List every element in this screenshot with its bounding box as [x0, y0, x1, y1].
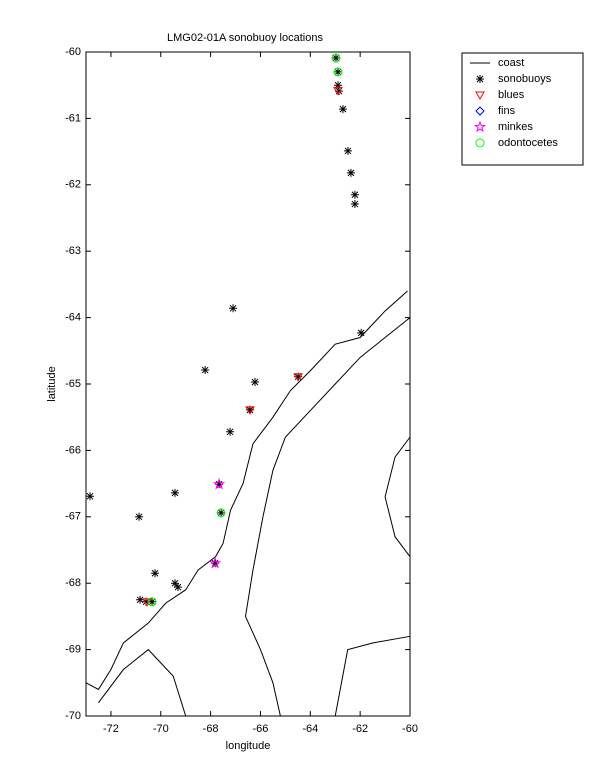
minke-marker	[473, 120, 487, 133]
y-tick-label: -61	[65, 112, 81, 124]
minke-marker	[208, 556, 222, 569]
sonobuoy-marker	[226, 427, 235, 436]
sonobuoy-marker	[170, 488, 179, 497]
odontocete-marker	[333, 67, 343, 77]
y-axis-label: latitude	[46, 366, 58, 401]
sonobuoy-marker	[135, 512, 144, 521]
blue-marker	[245, 406, 255, 415]
sonobuoy-marker	[250, 378, 259, 387]
sonobuoy-marker	[350, 200, 359, 209]
blue-marker	[475, 91, 485, 101]
odontocete-marker	[216, 508, 226, 518]
odontocete-marker	[331, 53, 341, 63]
x-tick-label: -72	[103, 723, 119, 735]
y-tick-label: -64	[65, 312, 81, 324]
y-tick-label: -67	[65, 511, 81, 523]
x-axis-label: longitude	[226, 740, 271, 752]
x-tick-label: -64	[302, 723, 318, 735]
minke-marker	[212, 477, 226, 490]
y-tick-label: -69	[65, 644, 81, 656]
legend-label: odontocetes	[498, 137, 558, 149]
sonobuoy-marker	[343, 146, 352, 155]
sonobuoy-marker	[245, 405, 254, 414]
odontocete-marker	[475, 138, 485, 148]
sonobuoy-marker	[217, 508, 226, 517]
plot-frame	[85, 51, 411, 717]
sonobuoy-marker	[334, 87, 343, 96]
y-tick-label: -60	[65, 46, 81, 58]
y-tick-label: -70	[65, 710, 81, 722]
blue-marker	[333, 87, 343, 96]
y-tick-label: -66	[65, 444, 81, 456]
sonobuoy-marker	[148, 597, 157, 606]
sonobuoy-marker	[229, 304, 238, 313]
x-tick-label: -66	[253, 723, 269, 735]
sonobuoy-marker	[331, 53, 340, 62]
legend-label: blues	[498, 89, 525, 101]
sonobuoy-marker	[151, 569, 160, 578]
blue-marker	[142, 598, 152, 607]
legend-label: fins	[498, 105, 516, 117]
y-tick-label: -68	[65, 577, 81, 589]
y-tick-label: -65	[65, 378, 81, 390]
x-tick-label: -70	[153, 723, 169, 735]
sonobuoy-marker	[211, 559, 220, 568]
sonobuoy-marker	[201, 366, 210, 375]
y-tick-label: -62	[65, 179, 81, 191]
legend-label: coast	[498, 57, 524, 69]
sonobuoy-marker	[294, 372, 303, 381]
y-tick-label: -63	[65, 245, 81, 257]
coast-line	[244, 317, 411, 717]
sonobuoy-marker	[338, 105, 347, 114]
legend-label: minkes	[498, 121, 533, 133]
legend-label: sonobuoys	[498, 73, 552, 85]
sonobuoy-marker	[136, 595, 145, 604]
sonobuoy-marker	[350, 190, 359, 199]
coast-line	[384, 436, 411, 557]
coast-line	[98, 648, 187, 717]
x-tick-label: -62	[352, 723, 368, 735]
sonobuoy-marker	[333, 81, 342, 90]
sonobuoy-marker	[346, 168, 355, 177]
coast-line	[334, 635, 411, 717]
sonobuoy-marker	[476, 75, 484, 83]
sonobuoy-marker	[333, 67, 342, 76]
sonobuoy-marker	[170, 579, 179, 588]
x-tick-label: -68	[203, 723, 219, 735]
coast-line	[85, 290, 408, 691]
sonobuoy-marker	[85, 492, 94, 501]
blue-marker	[293, 373, 303, 382]
x-tick-label: -60	[402, 723, 418, 735]
sonobuoy-marker	[142, 597, 151, 606]
chart-title: LMG02-01A sonobuoy locations	[167, 32, 323, 44]
odontocete-marker	[147, 597, 157, 607]
sonobuoy-marker	[215, 480, 224, 489]
fin-marker	[475, 106, 485, 116]
sonobuoy-marker	[357, 328, 366, 337]
sonobuoy-marker	[173, 583, 182, 592]
